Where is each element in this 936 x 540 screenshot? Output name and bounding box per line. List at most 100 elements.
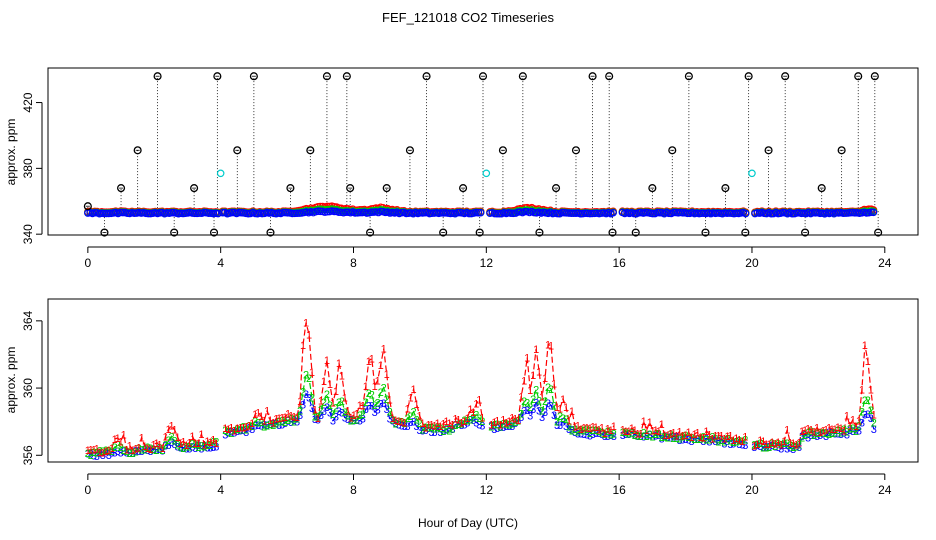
bottom-point-2: 2 bbox=[464, 415, 470, 427]
bottom-point-3: 3 bbox=[497, 422, 503, 434]
bottom-point-2: 2 bbox=[145, 442, 151, 454]
bottom-point-1: 1 bbox=[91, 444, 97, 456]
bottom-point-3: 3 bbox=[393, 418, 399, 430]
bottom-point-3: 3 bbox=[760, 442, 766, 454]
top-spike-circle bbox=[213, 72, 222, 81]
bottom-point-1: 1 bbox=[267, 415, 273, 427]
bottom-point-1: 1 bbox=[192, 438, 198, 450]
bottom-point-2: 2 bbox=[685, 432, 691, 444]
bottom-point-1: 1 bbox=[291, 411, 297, 423]
bottom-point-1: 1 bbox=[467, 404, 473, 416]
bottom-point-3: 3 bbox=[408, 417, 414, 429]
bottom-point-3: 3 bbox=[688, 436, 694, 448]
bottom-point-2: 2 bbox=[479, 416, 485, 428]
bottom-point-1: 1 bbox=[608, 425, 614, 437]
top-point-3 bbox=[867, 208, 875, 216]
top-y-tick-label: 380 bbox=[21, 158, 35, 178]
bottom-point-1: 1 bbox=[691, 429, 697, 441]
bottom-point-3: 3 bbox=[446, 423, 452, 435]
top-spike-circle bbox=[764, 146, 773, 155]
top-point-3 bbox=[116, 208, 125, 217]
bottom-point-3: 3 bbox=[802, 429, 808, 441]
bottom-point-1: 1 bbox=[94, 444, 100, 456]
bottom-point-1: 1 bbox=[434, 418, 440, 430]
bottom-point-1: 1 bbox=[402, 418, 408, 430]
bottom-point-3: 3 bbox=[195, 440, 201, 452]
bottom-point-1: 1 bbox=[739, 436, 745, 448]
bottom-point-2: 2 bbox=[171, 436, 177, 448]
bottom-point-3: 3 bbox=[697, 434, 703, 446]
top-point-3 bbox=[476, 208, 485, 217]
bottom-point-2: 2 bbox=[425, 422, 431, 434]
bottom-point-2: 2 bbox=[157, 443, 163, 455]
bottom-point-1: 1 bbox=[841, 426, 847, 438]
bottom-point-2: 2 bbox=[524, 398, 530, 410]
bottom-point-3: 3 bbox=[500, 422, 506, 434]
bottom-point-2: 2 bbox=[434, 422, 440, 434]
top-spike-circle bbox=[701, 228, 710, 237]
bottom-point-3: 3 bbox=[384, 404, 390, 416]
bottom-point-2: 2 bbox=[446, 425, 452, 437]
bottom-data-marks: 3333333333333333333333333333333333333333… bbox=[85, 318, 877, 463]
bottom-point-2: 2 bbox=[835, 425, 841, 437]
bottom-point-3: 3 bbox=[339, 407, 345, 419]
bottom-point-1: 1 bbox=[159, 443, 165, 455]
top-point-3 bbox=[295, 209, 304, 217]
bottom-point-1: 1 bbox=[536, 366, 542, 378]
bottom-point-3: 3 bbox=[563, 421, 569, 433]
bottom-point-2: 2 bbox=[437, 423, 443, 435]
bottom-point-1: 1 bbox=[605, 423, 611, 435]
bottom-point-1: 1 bbox=[369, 353, 375, 365]
bottom-point-1: 1 bbox=[342, 392, 348, 404]
bottom-point-1: 1 bbox=[151, 439, 157, 451]
bottom-point-3: 3 bbox=[850, 426, 856, 438]
bottom-point-1: 1 bbox=[222, 423, 228, 435]
bottom-point-2: 2 bbox=[868, 405, 874, 417]
top-point-3 bbox=[314, 207, 322, 216]
bottom-point-1: 1 bbox=[264, 406, 270, 418]
bottom-point-1: 1 bbox=[240, 422, 246, 434]
bottom-point-2: 2 bbox=[829, 428, 835, 440]
bottom-point-2: 2 bbox=[551, 400, 557, 412]
bottom-point-1: 1 bbox=[393, 415, 399, 427]
bottom-point-2: 2 bbox=[97, 446, 103, 458]
bottom-point-2: 2 bbox=[249, 421, 255, 433]
bottom-point-3: 3 bbox=[431, 427, 437, 439]
bottom-point-1: 1 bbox=[494, 416, 500, 428]
bottom-point-2: 2 bbox=[279, 415, 285, 427]
bottom-point-3: 3 bbox=[151, 444, 157, 456]
bottom-point-2: 2 bbox=[596, 426, 602, 438]
bottom-point-2: 2 bbox=[871, 418, 877, 430]
top-point-cyan bbox=[748, 169, 756, 178]
top-spike-circle bbox=[854, 72, 863, 81]
top-x-tick-label: 12 bbox=[480, 256, 494, 270]
bottom-point-1: 1 bbox=[515, 415, 521, 427]
bottom-point-1: 1 bbox=[871, 409, 877, 421]
top-spike-circle bbox=[439, 228, 448, 237]
bottom-point-3: 3 bbox=[387, 413, 393, 425]
bottom-point-2: 2 bbox=[189, 438, 195, 450]
bottom-point-2: 2 bbox=[730, 437, 736, 449]
bottom-point-3: 3 bbox=[488, 420, 494, 432]
top-spike-circle bbox=[100, 228, 109, 237]
bottom-point-2: 2 bbox=[784, 438, 790, 450]
top-spike-circle bbox=[266, 228, 275, 237]
top-panel: 0 4 8 12 16 20 24 340 380 420 approx. ppm bbox=[4, 67, 919, 270]
bottom-point-2: 2 bbox=[103, 445, 109, 457]
bottom-point-3: 3 bbox=[228, 427, 234, 439]
bottom-point-2: 2 bbox=[422, 422, 428, 434]
bottom-point-2: 2 bbox=[192, 439, 198, 451]
bottom-point-2: 2 bbox=[428, 422, 434, 434]
bottom-point-2: 2 bbox=[109, 446, 115, 458]
top-point-3 bbox=[118, 208, 127, 217]
bottom-point-3: 3 bbox=[578, 429, 584, 441]
bottom-point-2: 2 bbox=[536, 395, 542, 407]
bottom-point-2: 2 bbox=[563, 414, 569, 426]
bottom-point-2: 2 bbox=[255, 418, 261, 430]
bottom-point-3: 3 bbox=[97, 448, 103, 460]
bottom-point-3: 3 bbox=[476, 420, 482, 432]
bottom-point-3: 3 bbox=[841, 427, 847, 439]
bottom-point-1: 1 bbox=[118, 436, 124, 448]
bottom-point-1: 1 bbox=[288, 411, 294, 423]
bottom-point-1: 1 bbox=[210, 434, 216, 446]
